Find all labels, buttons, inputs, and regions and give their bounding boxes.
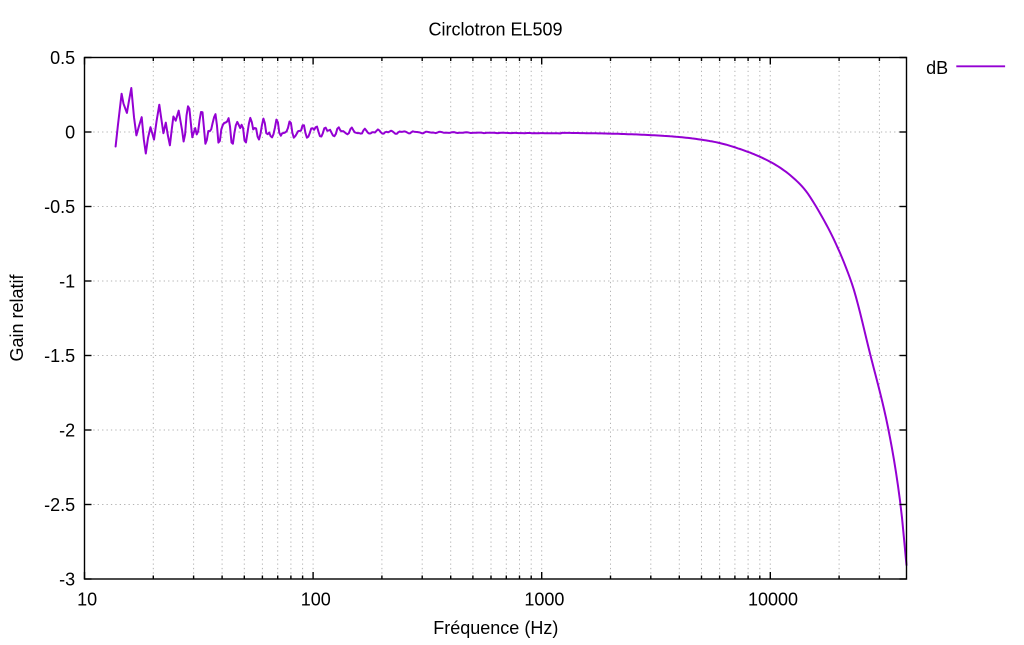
svg-text:Gain relatif: Gain relatif: [7, 273, 27, 361]
svg-text:0: 0: [65, 122, 75, 142]
svg-text:-2.5: -2.5: [44, 495, 75, 515]
svg-text:10: 10: [77, 590, 97, 610]
svg-text:-0.5: -0.5: [44, 197, 75, 217]
svg-text:Circlotron EL509: Circlotron EL509: [428, 19, 562, 39]
svg-text:10000: 10000: [748, 590, 798, 610]
svg-text:-3: -3: [59, 569, 75, 589]
svg-text:-1.5: -1.5: [44, 346, 75, 366]
svg-text:dB: dB: [926, 58, 948, 78]
svg-text:100: 100: [301, 590, 331, 610]
svg-text:Fréquence (Hz): Fréquence (Hz): [433, 618, 558, 638]
svg-text:0.5: 0.5: [50, 48, 75, 68]
svg-text:1000: 1000: [524, 590, 564, 610]
svg-text:-1: -1: [59, 271, 75, 291]
svg-text:-2: -2: [59, 420, 75, 440]
